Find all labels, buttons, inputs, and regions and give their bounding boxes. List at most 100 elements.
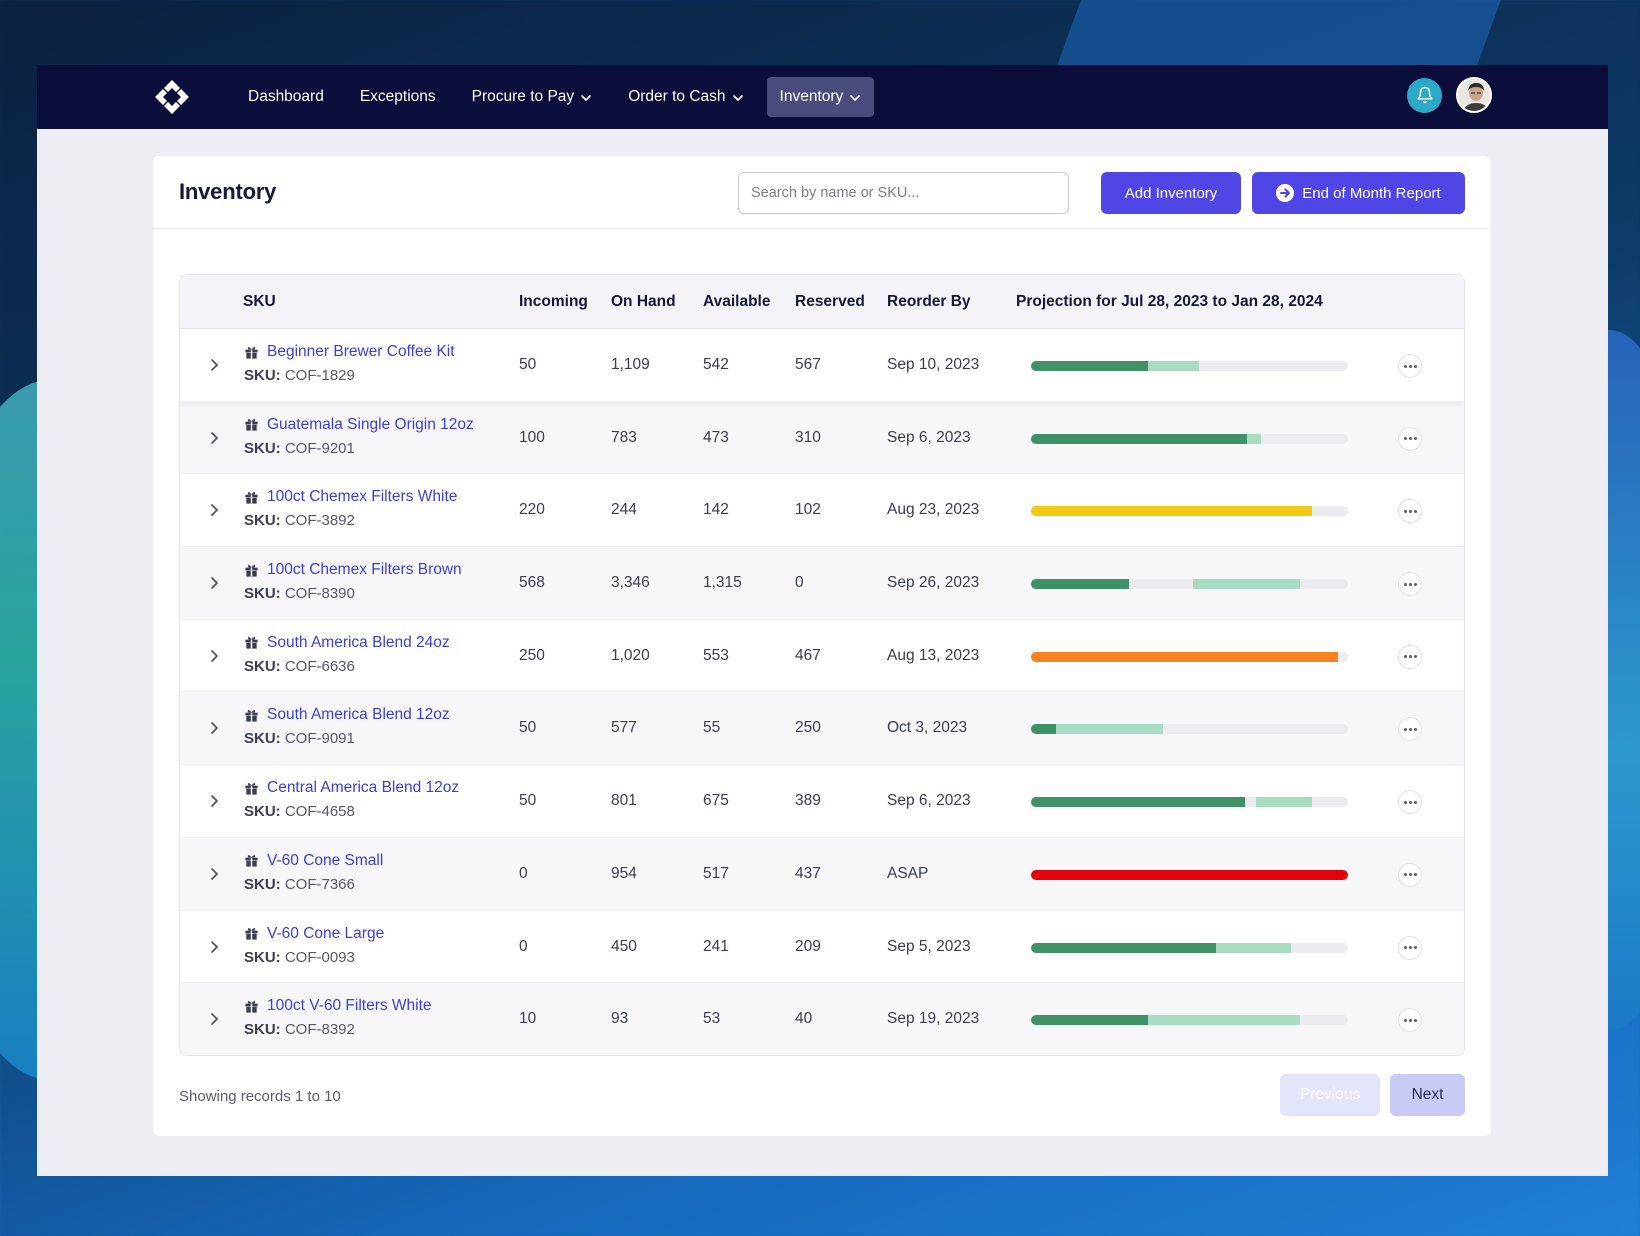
product-link[interactable]: Guatemala Single Origin 12oz [244, 416, 474, 434]
product-link[interactable]: V-60 Cone Small [244, 852, 383, 870]
table-row[interactable]: V-60 Cone Large SKU: COF-0093 0 450 241 209 Se… [180, 911, 1464, 984]
bell-icon[interactable] [1407, 77, 1442, 113]
brand-logo-icon[interactable] [153, 78, 191, 116]
nav-item-dashboard[interactable]: Dashboard [235, 77, 337, 117]
product-link[interactable]: 100ct Chemex Filters White [244, 488, 457, 506]
table-row[interactable]: Guatemala Single Origin 12oz SKU: COF-920… [180, 401, 1464, 475]
incoming-cell: 10 [519, 1010, 537, 1028]
available-cell: 142 [703, 501, 729, 519]
product-name: Central America Blend 12oz [267, 779, 460, 797]
reserved-cell: 467 [795, 646, 821, 664]
more-options-icon[interactable] [1398, 790, 1422, 815]
more-options-icon[interactable] [1398, 1008, 1422, 1033]
next-page-button[interactable]: Next [1390, 1074, 1465, 1116]
gift-icon [244, 563, 259, 578]
product-link[interactable]: South America Blend 24oz [244, 634, 450, 652]
table-row[interactable]: South America Blend 24oz SKU: COF-6636 250… [180, 620, 1464, 693]
chevron-right-icon[interactable] [202, 789, 226, 813]
nav-item-label: Inventory [779, 88, 844, 105]
product-name: Guatemala Single Origin 12oz [267, 415, 474, 433]
add-inventory-label: Add Inventory [1124, 184, 1218, 202]
sku-value: COF-4658 [284, 803, 355, 821]
product-name: 100ct V-60 Filters White [267, 997, 432, 1015]
projection-bar [1031, 942, 1348, 953]
product-link[interactable]: 100ct V-60 Filters White [244, 997, 432, 1015]
on-hand-cell: 1,109 [611, 356, 650, 373]
product-link[interactable]: 100ct Chemex Filters Brown [244, 561, 462, 579]
report-label: End of Month Report [1302, 184, 1441, 202]
column-header-incoming[interactable]: Incoming [519, 293, 588, 310]
reorder-by-cell: Sep 26, 2023 [887, 574, 980, 592]
product-link[interactable]: Central America Blend 12oz [244, 779, 459, 797]
more-options-icon[interactable] [1398, 499, 1422, 524]
more-options-icon[interactable] [1398, 717, 1422, 742]
chevron-right-icon[interactable] [202, 426, 226, 450]
chevron-right-icon[interactable] [202, 862, 226, 886]
end-of-month-report-button[interactable]: End of Month Report [1252, 172, 1465, 214]
available-cell: 53 [703, 1010, 721, 1028]
sku-value: COF-6636 [284, 657, 355, 675]
add-inventory-button[interactable]: Add Inventory [1101, 172, 1241, 214]
gift-icon [244, 345, 259, 360]
sku-code: SKU: COF-4658 [244, 803, 459, 820]
more-options-icon[interactable] [1398, 572, 1422, 597]
reserved-cell: 102 [795, 501, 821, 519]
column-header-available[interactable]: Available [703, 293, 771, 310]
nav-item-procure-to-pay[interactable]: Procure to Pay [459, 77, 606, 117]
search-input[interactable] [738, 172, 1069, 214]
table-row[interactable]: V-60 Cone Small SKU: COF-7366 0 954 517 437 AS… [180, 837, 1464, 911]
table-row[interactable]: 100ct Chemex Filters White SKU: COF-3892 2… [180, 474, 1464, 548]
product-link[interactable]: Beginner Brewer Coffee Kit [244, 343, 455, 361]
product-link[interactable]: V-60 Cone Large [244, 925, 384, 943]
on-hand-cell: 801 [611, 792, 637, 810]
column-header-reorder-by[interactable]: Reorder By [887, 293, 971, 310]
on-hand-cell: 244 [611, 501, 637, 519]
table-row[interactable]: 100ct V-60 Filters White SKU: COF-8392 10 9… [180, 983, 1464, 1055]
projection-segment [1256, 797, 1312, 808]
available-cell: 517 [703, 864, 729, 882]
sku-prefix: SKU: [244, 875, 281, 893]
nav-item-order-to-cash[interactable]: Order to Cash [615, 77, 756, 117]
product-link[interactable]: South America Blend 12oz [244, 706, 450, 724]
chevron-right-icon[interactable] [202, 498, 226, 522]
user-avatar[interactable] [1456, 77, 1492, 113]
chevron-right-icon[interactable] [202, 1007, 226, 1031]
nav-item-inventory[interactable]: Inventory [766, 77, 875, 117]
more-options-icon[interactable] [1398, 354, 1422, 378]
table-row[interactable]: South America Blend 12oz SKU: COF-9091 50 5… [180, 692, 1464, 766]
column-header-reserved[interactable]: Reserved [795, 293, 865, 310]
next-label: Next [1411, 1086, 1444, 1103]
projection-segment [1031, 724, 1057, 735]
more-options-icon[interactable] [1398, 426, 1422, 451]
previous-page-button[interactable]: Previous [1280, 1074, 1380, 1116]
chevron-right-icon[interactable] [202, 716, 226, 740]
sku-cell: V-60 Cone Small SKU: COF-7366 [244, 852, 383, 893]
more-options-icon[interactable] [1398, 862, 1422, 887]
sku-cell: 100ct Chemex Filters White SKU: COF-3892 [244, 488, 457, 529]
page-title: Inventory [179, 179, 277, 204]
table-row[interactable]: 100ct Chemex Filters Brown SKU: COF-8390 5… [180, 547, 1464, 620]
column-header-on-hand[interactable]: On Hand [611, 293, 676, 310]
more-options-icon[interactable] [1398, 644, 1422, 669]
chevron-right-icon[interactable] [202, 353, 226, 377]
table-row[interactable]: Central America Blend 12oz SKU: COF-4658 5… [180, 765, 1464, 838]
more-options-icon[interactable] [1398, 935, 1422, 960]
table-row[interactable]: Beginner Brewer Coffee Kit SKU: COF-1829 5… [180, 329, 1464, 402]
product-name: South America Blend 24oz [267, 633, 450, 651]
chevron-right-icon[interactable] [202, 935, 226, 959]
column-header-sku[interactable]: SKU [243, 293, 276, 310]
chevron-right-icon[interactable] [202, 571, 226, 595]
available-cell: 1,315 [703, 574, 742, 592]
available-cell: 553 [703, 646, 729, 664]
nav-item-label: Order to Cash [628, 88, 726, 105]
chevron-right-icon[interactable] [202, 644, 226, 668]
nav-item-exceptions[interactable]: Exceptions [347, 77, 449, 117]
reorder-by-cell: Sep 5, 2023 [887, 937, 971, 955]
nav-item-label: Procure to Pay [471, 88, 575, 105]
projection-segment [1031, 651, 1339, 662]
projection-bar [1031, 869, 1348, 880]
reorder-by-cell: Sep 6, 2023 [887, 428, 971, 446]
on-hand-cell: 3,346 [611, 574, 650, 592]
projection-bar [1031, 651, 1348, 662]
incoming-cell: 50 [519, 719, 537, 737]
